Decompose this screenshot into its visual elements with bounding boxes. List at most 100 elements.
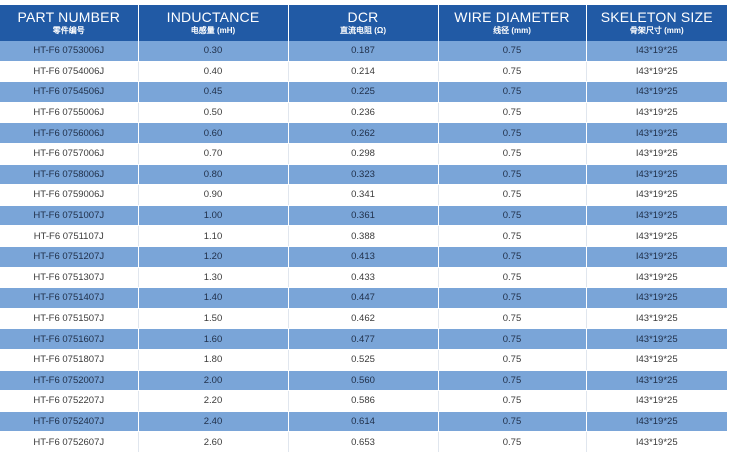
table-row: HT-F6 0752607J 2.60 0.653 0.75 I43*19*25: [0, 431, 727, 453]
dcr-cell: 0.225: [288, 81, 439, 103]
table-row: HT-F6 0751307J 1.30 0.433 0.75 I43*19*25: [0, 267, 727, 289]
part-number-cell: HT-F6 0751207J: [0, 246, 139, 268]
header-title: INDUCTANCE: [166, 9, 260, 25]
inductance-cell: 0.45: [138, 81, 289, 103]
header-skeleton-size: SKELETON SIZE 骨架尺寸 (mm): [586, 5, 727, 41]
dcr-cell: 0.433: [288, 267, 439, 289]
part-number-cell: HT-F6 0755006J: [0, 102, 139, 124]
wire-diameter-cell: 0.75: [438, 390, 587, 412]
dcr-cell: 0.653: [288, 431, 439, 453]
skeleton-size-cell: I43*19*25: [586, 267, 727, 289]
skeleton-size-cell: I43*19*25: [586, 122, 727, 144]
part-number-cell: HT-F6 0751507J: [0, 308, 139, 330]
dcr-cell: 0.447: [288, 287, 439, 309]
dcr-cell: 0.341: [288, 184, 439, 206]
inductor-spec-table: PART NUMBER 零件编号 INDUCTANCE 电感量 (mH) DCR…: [0, 5, 727, 453]
table-body: HT-F6 0753006J 0.30 0.187 0.75 I43*19*25 HT-F…: [0, 41, 727, 453]
skeleton-size-cell: I43*19*25: [586, 225, 727, 247]
dcr-cell: 0.187: [288, 41, 439, 62]
table-row: HT-F6 0757006J 0.70 0.298 0.75 I43*19*25: [0, 143, 727, 165]
wire-diameter-cell: 0.75: [438, 411, 587, 433]
part-number-cell: HT-F6 0754006J: [0, 61, 139, 83]
part-number-cell: HT-F6 0752407J: [0, 411, 139, 433]
inductance-cell: 0.30: [138, 41, 289, 62]
header-subtitle: 零件编号: [52, 26, 85, 35]
inductance-cell: 2.40: [138, 411, 289, 433]
inductance-cell: 1.50: [138, 308, 289, 330]
wire-diameter-cell: 0.75: [438, 61, 587, 83]
part-number-cell: HT-F6 0759006J: [0, 184, 139, 206]
skeleton-size-cell: I43*19*25: [586, 390, 727, 412]
wire-diameter-cell: 0.75: [438, 431, 587, 453]
wire-diameter-cell: 0.75: [438, 225, 587, 247]
skeleton-size-cell: I43*19*25: [586, 61, 727, 83]
inductance-cell: 1.30: [138, 267, 289, 289]
wire-diameter-cell: 0.75: [438, 143, 587, 165]
table-row: HT-F6 0752207J 2.20 0.586 0.75 I43*19*25: [0, 390, 727, 412]
table-row: HT-F6 0753006J 0.30 0.187 0.75 I43*19*25: [0, 41, 727, 62]
dcr-cell: 0.298: [288, 143, 439, 165]
wire-diameter-cell: 0.75: [438, 205, 587, 227]
inductance-cell: 1.80: [138, 349, 289, 371]
inductance-cell: 2.00: [138, 370, 289, 392]
part-number-cell: HT-F6 0752607J: [0, 431, 139, 453]
table-row: HT-F6 0751807J 1.80 0.525 0.75 I43*19*25: [0, 349, 727, 371]
dcr-cell: 0.560: [288, 370, 439, 392]
dcr-cell: 0.477: [288, 328, 439, 350]
inductance-cell: 1.00: [138, 205, 289, 227]
table-row: HT-F6 0751107J 1.10 0.388 0.75 I43*19*25: [0, 225, 727, 247]
inductance-cell: 0.70: [138, 143, 289, 165]
dcr-cell: 0.413: [288, 246, 439, 268]
dcr-cell: 0.462: [288, 308, 439, 330]
inductance-cell: 0.60: [138, 122, 289, 144]
part-number-cell: HT-F6 0751307J: [0, 267, 139, 289]
header-inductance: INDUCTANCE 电感量 (mH): [138, 5, 289, 41]
inductance-cell: 1.20: [138, 246, 289, 268]
wire-diameter-cell: 0.75: [438, 41, 587, 62]
header-subtitle: 直流电阻 (Ω): [340, 26, 386, 35]
wire-diameter-cell: 0.75: [438, 287, 587, 309]
skeleton-size-cell: I43*19*25: [586, 431, 727, 453]
skeleton-size-cell: I43*19*25: [586, 164, 727, 186]
table-row: HT-F6 0751207J 1.20 0.413 0.75 I43*19*25: [0, 246, 727, 268]
wire-diameter-cell: 0.75: [438, 246, 587, 268]
dcr-cell: 0.388: [288, 225, 439, 247]
part-number-cell: HT-F6 0751607J: [0, 328, 139, 350]
table-row: HT-F6 0752407J 2.40 0.614 0.75 I43*19*25: [0, 411, 727, 433]
inductance-cell: 1.10: [138, 225, 289, 247]
header-subtitle: 骨架尺寸 (mm): [629, 26, 684, 35]
wire-diameter-cell: 0.75: [438, 184, 587, 206]
wire-diameter-cell: 0.75: [438, 267, 587, 289]
part-number-cell: HT-F6 0758006J: [0, 164, 139, 186]
skeleton-size-cell: I43*19*25: [586, 411, 727, 433]
table-row: HT-F6 0758006J 0.80 0.323 0.75 I43*19*25: [0, 164, 727, 186]
wire-diameter-cell: 0.75: [438, 164, 587, 186]
header-title: SKELETON SIZE: [600, 9, 713, 25]
wire-diameter-cell: 0.75: [438, 370, 587, 392]
header-wire-diameter: WIRE DIAMETER 线径 (mm): [438, 5, 587, 41]
skeleton-size-cell: I43*19*25: [586, 81, 727, 103]
header-title: PART NUMBER: [17, 9, 121, 25]
part-number-cell: HT-F6 0751007J: [0, 205, 139, 227]
inductance-cell: 0.90: [138, 184, 289, 206]
wire-diameter-cell: 0.75: [438, 328, 587, 350]
skeleton-size-cell: I43*19*25: [586, 102, 727, 124]
table-row: HT-F6 0751507J 1.50 0.462 0.75 I43*19*25: [0, 308, 727, 330]
skeleton-size-cell: I43*19*25: [586, 246, 727, 268]
dcr-cell: 0.361: [288, 205, 439, 227]
part-number-cell: HT-F6 0752207J: [0, 390, 139, 412]
part-number-cell: HT-F6 0751407J: [0, 287, 139, 309]
table-header-row: PART NUMBER 零件编号 INDUCTANCE 电感量 (mH) DCR…: [0, 5, 727, 41]
dcr-cell: 0.614: [288, 411, 439, 433]
skeleton-size-cell: I43*19*25: [586, 328, 727, 350]
inductance-cell: 0.80: [138, 164, 289, 186]
part-number-cell: HT-F6 0752007J: [0, 370, 139, 392]
inductance-cell: 1.40: [138, 287, 289, 309]
table-row: HT-F6 0756006J 0.60 0.262 0.75 I43*19*25: [0, 122, 727, 144]
skeleton-size-cell: I43*19*25: [586, 143, 727, 165]
header-subtitle: 线径 (mm): [493, 26, 531, 35]
table-row: HT-F6 0759006J 0.90 0.341 0.75 I43*19*25: [0, 184, 727, 206]
inductance-cell: 1.60: [138, 328, 289, 350]
inductance-cell: 0.40: [138, 61, 289, 83]
header-dcr: DCR 直流电阻 (Ω): [288, 5, 439, 41]
